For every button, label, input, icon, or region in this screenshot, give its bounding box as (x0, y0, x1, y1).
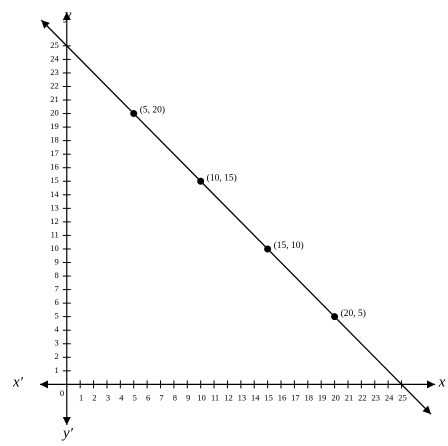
y-tick-label: 5 (55, 311, 59, 321)
x-tick-label: 8 (173, 392, 177, 402)
y-tick-label: 21 (50, 94, 59, 104)
x-tick-label: 4 (119, 392, 124, 402)
x-tick-label: 21 (345, 392, 354, 402)
x-neg-label: x′ (12, 374, 24, 390)
y-tick-label: 13 (50, 202, 59, 212)
y-tick-label: 8 (55, 270, 59, 280)
x-label: x (438, 374, 446, 390)
line-arrow (422, 405, 431, 415)
point (197, 177, 205, 185)
x-tick-label: 17 (291, 392, 300, 402)
y-tick-label: 18 (50, 135, 59, 145)
x-tick-label: 7 (159, 392, 163, 402)
y-tick-label: 10 (50, 243, 59, 253)
y-tick-label: 24 (50, 53, 59, 63)
y-tick-label: 14 (50, 189, 59, 199)
x-tick-label: 1 (79, 392, 83, 402)
line-extension (40, 19, 135, 115)
x-tick-label: 13 (238, 392, 247, 402)
x-tick-label: 12 (224, 392, 233, 402)
line-extension (334, 316, 432, 415)
y-tick-label: 1 (55, 365, 59, 375)
x-tick-label: 9 (186, 392, 190, 402)
y-tick-label: 20 (50, 108, 59, 118)
point (130, 110, 138, 118)
x-tick-label: 22 (358, 392, 367, 402)
x-tick-label: 6 (146, 392, 150, 402)
axis-arrow (427, 380, 435, 389)
line (133, 113, 336, 318)
x-tick-label: 11 (211, 392, 219, 402)
x-tick-label: 19 (318, 392, 327, 402)
line-arrow (41, 20, 50, 29)
axis-arrow (40, 380, 48, 389)
x-tick-label: 5 (133, 392, 137, 402)
x-tick-label: 2 (92, 392, 96, 402)
x-tick-label: 15 (264, 392, 273, 402)
point (264, 245, 272, 253)
x-tick-label: 24 (385, 392, 394, 402)
y-tick-label: 3 (55, 338, 59, 348)
x-tick-label: 3 (106, 392, 110, 402)
y-tick-label: 11 (51, 229, 59, 239)
y-tick-label: 2 (55, 351, 59, 361)
point-label: (10, 15) (207, 172, 237, 183)
y-tick-label: 6 (55, 297, 59, 307)
y-tick-label: 4 (55, 324, 60, 334)
point-label: (15, 10) (274, 240, 304, 251)
y-tick-label: 17 (50, 148, 59, 158)
x-tick-label: 10 (197, 392, 206, 402)
y-tick-label: 15 (50, 175, 59, 185)
y-neg-label: y′ (61, 425, 74, 441)
y-tick-label: 23 (50, 67, 59, 77)
axis-arrow (62, 12, 71, 20)
y-tick-label: 25 (50, 40, 59, 50)
y-tick-label: 22 (50, 80, 59, 90)
y-tick-label: 19 (50, 121, 59, 131)
origin-label: 0 (60, 388, 64, 398)
x-tick-label: 25 (398, 392, 407, 402)
x-tick-label: 14 (251, 392, 260, 402)
axis-arrow (62, 417, 71, 425)
x-tick-label: 20 (331, 392, 340, 402)
x-tick-label: 23 (371, 392, 380, 402)
point-label: (20, 5) (341, 308, 366, 319)
y-tick-label: 16 (50, 162, 59, 172)
y-tick-label: 9 (55, 256, 59, 266)
point-label: (5, 20) (140, 105, 165, 116)
point (331, 313, 339, 321)
y-tick-label: 7 (55, 284, 59, 294)
y-tick-label: 12 (50, 216, 59, 226)
x-tick-label: 18 (305, 392, 314, 402)
x-tick-label: 16 (278, 392, 287, 402)
